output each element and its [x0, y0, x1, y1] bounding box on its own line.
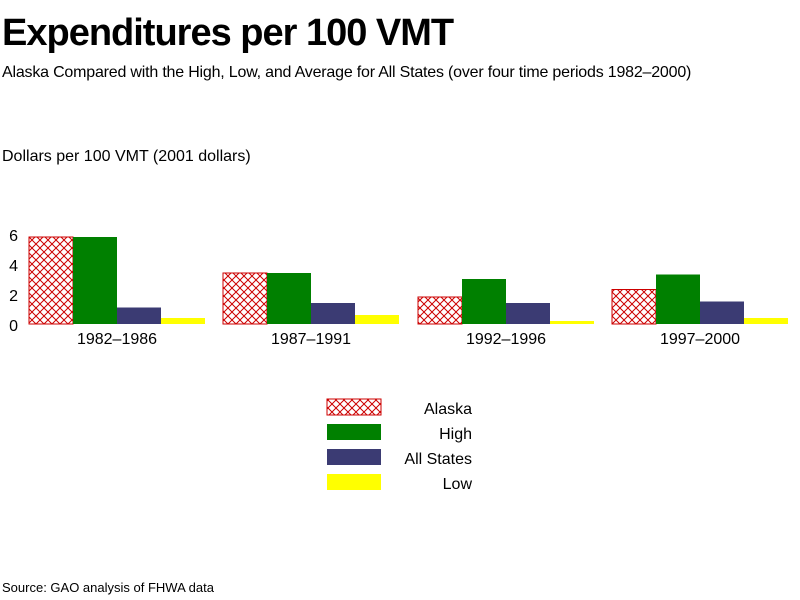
chart-subtitle: Alaska Compared with the High, Low, and … — [2, 64, 692, 81]
bar-all-states — [311, 303, 355, 324]
bar-low — [355, 315, 399, 324]
bar-low — [161, 318, 205, 324]
bar-high — [73, 237, 117, 324]
x-tick-label: 1997–2000 — [660, 331, 740, 348]
y-tick-label: 0 — [9, 318, 18, 335]
bar-high — [656, 274, 700, 324]
source-note: Source: GAO analysis of FHWA data — [2, 580, 214, 595]
bar-all-states — [117, 307, 161, 324]
legend-label: High — [439, 426, 472, 443]
legend-swatch-high — [327, 424, 381, 440]
bar-alaska — [417, 296, 463, 325]
bar-high — [267, 273, 311, 324]
bar-alaska — [611, 289, 657, 325]
legend-label: Alaska — [424, 401, 472, 418]
bar-alaska — [28, 236, 74, 325]
bar-all-states — [700, 301, 744, 324]
bar-high — [462, 279, 506, 324]
legend-swatch-all-states — [327, 449, 381, 465]
legend-label: Low — [443, 476, 473, 493]
bar-low — [744, 318, 788, 324]
chart-title: Expenditures per 100 VMT — [2, 12, 454, 54]
y-tick-label: 6 — [9, 228, 18, 245]
x-tick-label: 1992–1996 — [466, 331, 546, 348]
bar-all-states — [506, 303, 550, 324]
x-tick-label: 1987–1991 — [271, 331, 351, 348]
legend-label: All States — [404, 451, 472, 468]
x-tick-label: 1982–1986 — [77, 331, 157, 348]
bar-low — [550, 321, 594, 324]
bar-alaska — [222, 272, 268, 325]
legend-swatch-alaska — [326, 398, 382, 416]
y-tick-label: 4 — [9, 258, 18, 275]
legend-swatch-low — [327, 474, 381, 490]
y-axis-label: Dollars per 100 VMT (2001 dollars) — [2, 148, 251, 165]
y-tick-label: 2 — [9, 288, 18, 305]
